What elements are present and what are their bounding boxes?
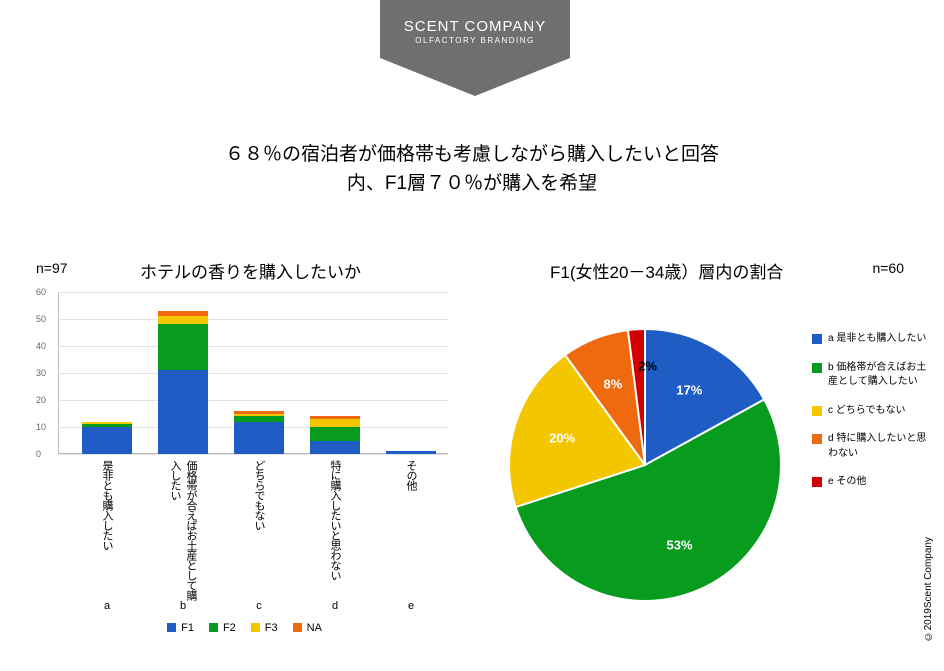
sample-size-left: n=97 xyxy=(36,260,68,276)
bar-gridline xyxy=(58,400,448,401)
bar-seg-b-F1 xyxy=(158,370,208,454)
brand-name: SCENT COMPANY xyxy=(380,18,570,35)
pie-legend-item: a 是非とも購入したい xyxy=(812,332,932,347)
bar-c xyxy=(234,411,284,454)
bar-chart: 0102030405060 是非とも購入したい価格帯が合えばお土産として購入した… xyxy=(36,292,448,634)
bar-legend-item: NA xyxy=(288,622,322,634)
pie-legend-label: b 価格帯が合えばお土産として購入したい xyxy=(828,361,932,390)
bar-category-letter: b xyxy=(158,600,208,612)
bar-category-letter: c xyxy=(234,600,284,612)
pie-pct-label: 20% xyxy=(549,431,575,446)
legend-swatch xyxy=(293,623,302,632)
bar-gridline xyxy=(58,319,448,320)
bar-xlabel: 価格帯が合えばお土産として購入したい xyxy=(158,460,208,600)
bar-legend-item: F2 xyxy=(204,622,236,634)
pie-pct-label: 17% xyxy=(676,383,702,398)
legend-swatch xyxy=(167,623,176,632)
pie-legend-label: e その他 xyxy=(828,475,866,490)
bar-legend: F1 F2 F3 NA xyxy=(36,622,448,634)
bar-chart-title: ホテルの香りを購入したいか xyxy=(140,258,361,283)
bar-chart-plot: 0102030405060 xyxy=(36,292,448,454)
legend-swatch xyxy=(812,406,822,416)
bar-xlabel: 特に購入したいと思わない xyxy=(310,460,360,580)
bar-gridline xyxy=(58,346,448,347)
bar-seg-b-F3 xyxy=(158,316,208,324)
bar-xlabel: その他 xyxy=(386,460,436,490)
bar-ytick: 50 xyxy=(36,314,46,324)
brand-logo: SCENT COMPANY OLFACTORY BRANDING xyxy=(380,0,570,96)
legend-swatch xyxy=(812,434,822,444)
legend-swatch xyxy=(812,334,822,344)
bar-legend-item: F1 xyxy=(162,622,194,634)
headline-line-1: ６８％の宿泊者が価格帯も考慮しながら購入したいと回答 xyxy=(0,140,944,169)
bar-category-row: a b c d e xyxy=(36,600,448,618)
bar-ytick: 20 xyxy=(36,395,46,405)
pie-chart-title: F1(女性20－34歳）層内の割合 xyxy=(550,258,783,283)
legend-swatch xyxy=(209,623,218,632)
bar-d xyxy=(310,416,360,454)
pie-legend-item: c どちらでもない xyxy=(812,404,932,419)
headline: ６８％の宿泊者が価格帯も考慮しながら購入したいと回答 内、F1層７０％が購入を希… xyxy=(0,140,944,199)
pie-pct-label: 8% xyxy=(604,377,623,392)
pie-legend-label: c どちらでもない xyxy=(828,404,905,419)
bar-seg-d-F2 xyxy=(310,427,360,441)
bar-b xyxy=(158,311,208,454)
bar-seg-c-F1 xyxy=(234,422,284,454)
bar-ytick: 40 xyxy=(36,341,46,351)
bar-seg-b-F2 xyxy=(158,324,208,370)
bar-ytick: 30 xyxy=(36,368,46,378)
bar-ytick: 60 xyxy=(36,287,46,297)
sample-size-right: n=60 xyxy=(872,260,904,276)
pie-chart-svg xyxy=(490,310,800,620)
pie-legend-item: d 特に購入したいと思わない xyxy=(812,432,932,461)
pie-legend-label: d 特に購入したいと思わない xyxy=(828,432,932,461)
bar-xlabel: 是非とも購入したい xyxy=(82,460,132,550)
bar-category-letter: d xyxy=(310,600,360,612)
pie-chart: 17% 53% 20% 8% 2% xyxy=(490,310,800,620)
bar-x-labels: 是非とも購入したい価格帯が合えばお土産として購入したいどちらでもない特に購入した… xyxy=(36,454,448,600)
legend-swatch xyxy=(812,477,822,487)
copyright: ©2019Scent Company xyxy=(923,537,934,641)
pie-legend: a 是非とも購入したい b 価格帯が合えばお土産として購入したい c どちらでもない… xyxy=(812,332,932,504)
pie-legend-label: a 是非とも購入したい xyxy=(828,332,926,347)
bar-seg-a-F1 xyxy=(82,427,132,454)
bar-ytick: 10 xyxy=(36,422,46,432)
pie-pct-label: 2% xyxy=(638,359,657,374)
pie-pct-label: 53% xyxy=(667,537,693,552)
bar-gridline xyxy=(58,292,448,293)
bar-legend-item: F3 xyxy=(246,622,278,634)
brand-logo-triangle xyxy=(380,58,570,96)
pie-legend-item: b 価格帯が合えばお土産として購入したい xyxy=(812,361,932,390)
bar-a xyxy=(82,422,132,454)
bar-category-letter: e xyxy=(386,600,436,612)
bar-seg-d-F3 xyxy=(310,419,360,427)
headline-line-2: 内、F1層７０％が購入を希望 xyxy=(0,169,944,198)
bar-gridline xyxy=(58,373,448,374)
bar-xlabel: どちらでもない xyxy=(234,460,284,530)
bar-category-letter: a xyxy=(82,600,132,612)
brand-tagline: OLFACTORY BRANDING xyxy=(380,36,570,45)
legend-swatch xyxy=(251,623,260,632)
legend-swatch xyxy=(812,363,822,373)
bar-seg-d-F1 xyxy=(310,441,360,455)
pie-legend-item: e その他 xyxy=(812,475,932,490)
brand-logo-plate: SCENT COMPANY OLFACTORY BRANDING xyxy=(380,0,570,58)
